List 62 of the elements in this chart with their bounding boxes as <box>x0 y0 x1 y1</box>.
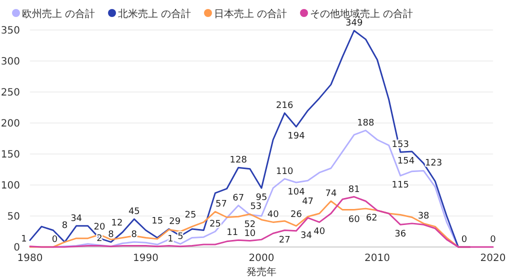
y-tick-label: 350 <box>0 26 20 36</box>
data-label: 47 <box>302 196 314 207</box>
data-label: 34 <box>70 214 82 224</box>
data-label: 104 <box>288 188 306 198</box>
data-label: 8 <box>62 221 68 232</box>
y-tick-label: 0 <box>14 242 20 254</box>
data-label: 52 <box>244 220 256 230</box>
data-label: 62 <box>366 214 378 224</box>
x-tick-label: 2020 <box>480 253 506 264</box>
data-label: 123 <box>424 158 442 169</box>
data-label: 26 <box>290 210 302 220</box>
legend-label: 欧州売上 の合計 <box>22 8 96 20</box>
y-tick-label: 300 <box>0 56 20 68</box>
data-label: 12 <box>111 218 123 229</box>
y-tick-label: 150 <box>0 150 20 160</box>
x-tick-label: 1980 <box>17 253 43 264</box>
data-label: 115 <box>392 180 409 191</box>
data-label: 40 <box>314 227 326 238</box>
y-tick-label: 200 <box>0 118 20 130</box>
data-label: 20 <box>94 222 106 233</box>
data-label: 45 <box>128 207 140 218</box>
y-tick-label: 50 <box>7 212 20 222</box>
data-label: 194 <box>288 132 306 142</box>
data-label: 38 <box>418 211 430 222</box>
data-label: 81 <box>348 184 360 195</box>
legend-label: 北米売上 の合計 <box>118 8 192 20</box>
data-label: 25 <box>184 210 196 220</box>
y-tick-label: 250 <box>0 88 20 98</box>
data-label: 15 <box>152 216 164 227</box>
data-label: 0 <box>490 235 496 245</box>
x-tick-label: 1990 <box>133 253 158 264</box>
data-label: 128 <box>230 156 248 166</box>
data-label: 11 <box>226 228 238 238</box>
data-label: 0 <box>52 235 58 245</box>
data-label: 74 <box>325 189 337 200</box>
data-label: 1 <box>21 234 27 244</box>
legend-label: 日本売上 の合計 <box>214 8 288 20</box>
data-label: 10 <box>244 228 256 239</box>
data-label: 29 <box>169 217 181 228</box>
x-tick-label: 2000 <box>248 253 274 264</box>
data-label: 36 <box>394 230 406 240</box>
data-label: 0 <box>461 235 468 245</box>
data-label: 154 <box>397 156 415 167</box>
legend-label: その他地域売上 の合計 <box>310 8 414 20</box>
data-label: 27 <box>278 235 290 246</box>
data-label: 188 <box>357 118 375 128</box>
data-label: 53 <box>250 202 262 212</box>
data-label: 25 <box>209 220 221 230</box>
y-tick-label: 100 <box>0 180 20 192</box>
data-label: 67 <box>232 193 244 204</box>
data-label: 216 <box>276 101 294 112</box>
data-label: 60 <box>348 214 360 225</box>
data-label: 349 <box>346 18 363 29</box>
data-label: 40 <box>267 210 280 220</box>
data-label: 57 <box>215 200 227 210</box>
data-label: 95 <box>256 193 268 204</box>
data-label: 34 <box>300 230 312 241</box>
x-tick-label: 2010 <box>364 253 390 264</box>
x-axis-title: 発売年 <box>246 266 276 278</box>
data-label: 8 <box>108 230 114 240</box>
data-label: 110 <box>276 166 294 177</box>
data-label: 1 <box>168 234 174 244</box>
